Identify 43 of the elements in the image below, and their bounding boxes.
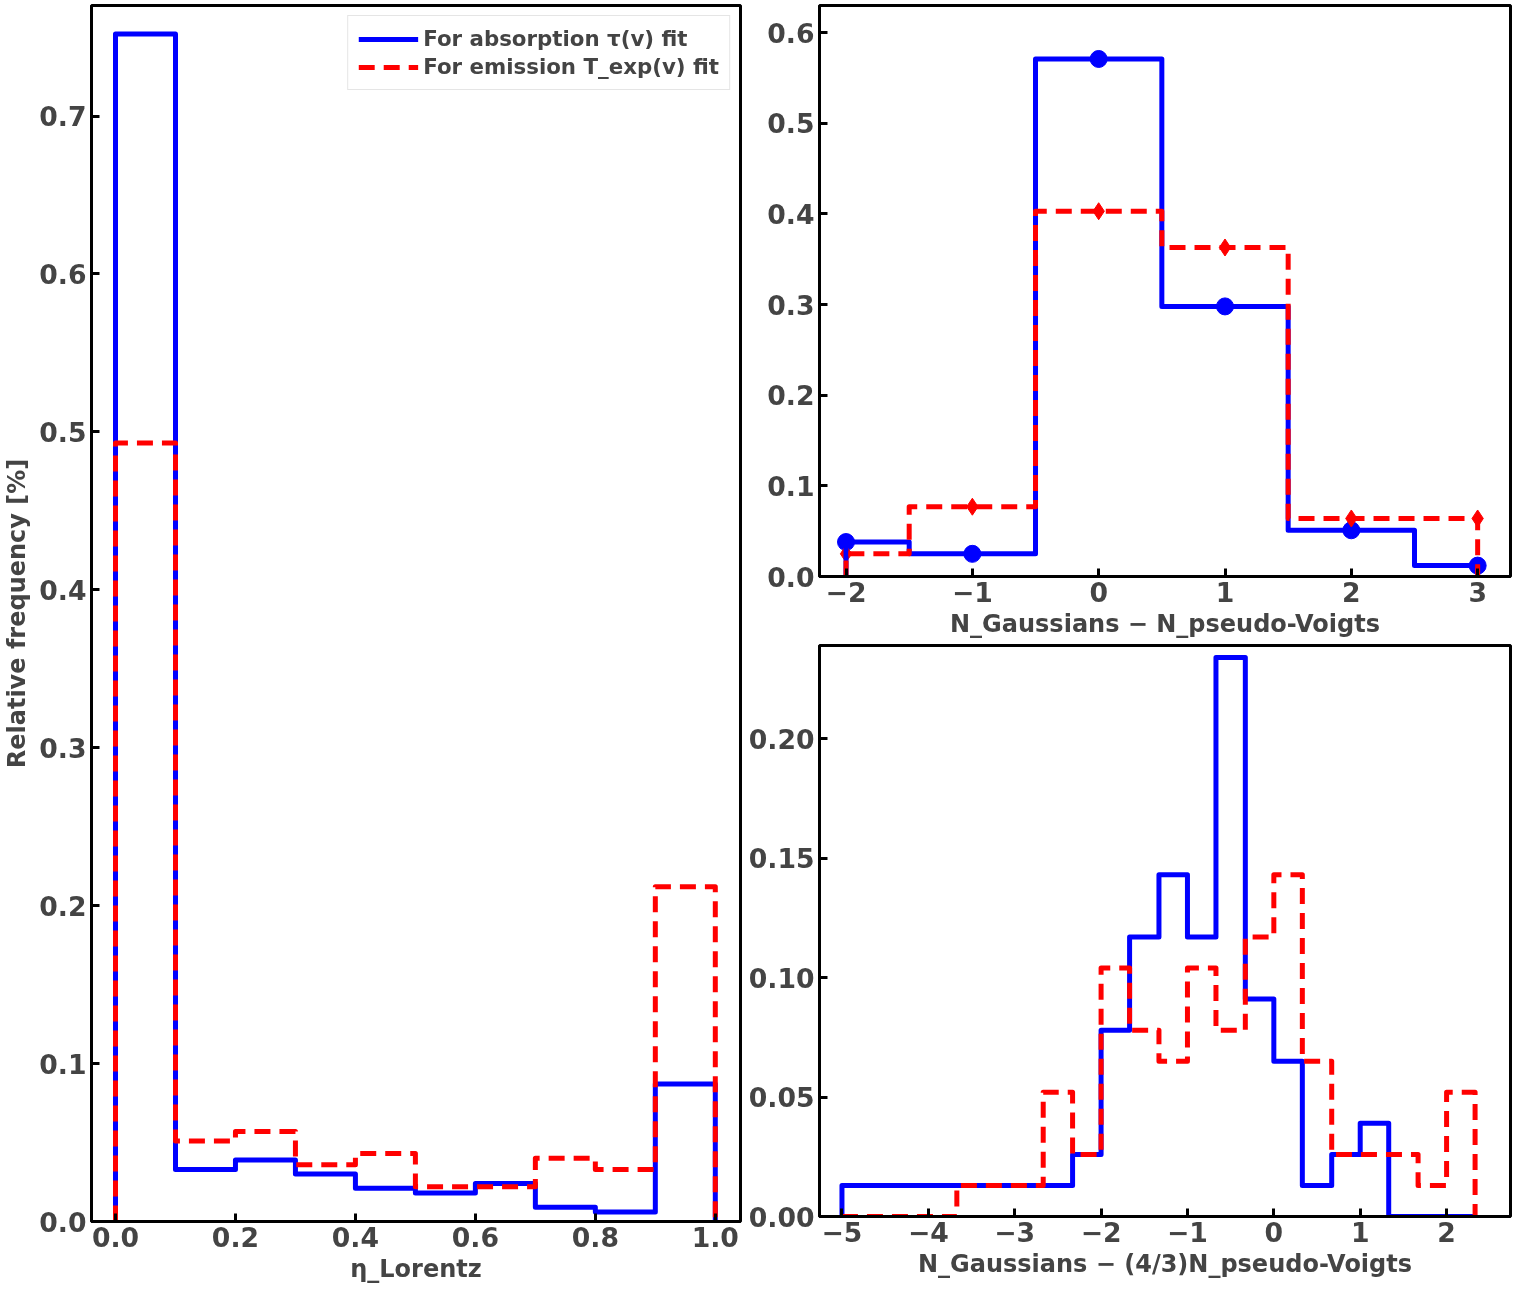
x-tick-label: 0 — [1089, 576, 1108, 608]
x-tick-label: 3 — [1468, 576, 1487, 608]
y-tick-label: 0.2 — [767, 380, 815, 412]
y-tick-label: 0.7 — [39, 101, 87, 133]
x-tick-label: 0.2 — [211, 1221, 260, 1253]
x-axis-title: N_Gaussians − (4/3)N_pseudo-Voigts — [917, 1249, 1413, 1278]
legend-label: For emission T_exp(v) fit — [423, 54, 719, 79]
y-tick-label: 0.3 — [767, 289, 815, 321]
x-axis-title: η_Lorentz — [350, 1254, 482, 1283]
x-tick-label: −1 — [1167, 1216, 1208, 1248]
y-tick-label: 0.5 — [767, 108, 815, 140]
x-tick-label: 2 — [1342, 576, 1361, 608]
x-tick-label: −3 — [994, 1216, 1036, 1248]
y-tick-label: 0.6 — [767, 17, 815, 49]
legend-label: For absorption τ(v) fit — [423, 26, 688, 51]
y-tick-label: 0.1 — [767, 470, 815, 502]
y-tick-label: 0.15 — [748, 843, 815, 875]
x-tick-label: 2 — [1437, 1216, 1456, 1248]
x-tick-label: 0.8 — [571, 1221, 619, 1253]
x-tick-label: 1 — [1350, 1216, 1370, 1248]
x-tick-label: 0.6 — [451, 1221, 500, 1253]
x-tick-label: 1.0 — [691, 1221, 739, 1253]
x-tick-label: 0.0 — [91, 1221, 140, 1253]
x-tick-label: −5 — [821, 1216, 863, 1248]
x-tick-label: 0 — [1264, 1216, 1284, 1248]
y-tick-label: 0.2 — [39, 890, 87, 922]
x-tick-label: 0.4 — [331, 1221, 380, 1253]
y-tick-label: 0.05 — [748, 1082, 815, 1114]
y-tick-label: 0.20 — [748, 723, 815, 755]
x-tick-label: −4 — [907, 1216, 949, 1248]
y-tick-label: 0.10 — [748, 962, 815, 994]
y-tick-label: 0.6 — [39, 258, 87, 290]
x-tick-label: −2 — [1080, 1216, 1122, 1248]
y-tick-label: 0.5 — [39, 416, 87, 448]
y-axis-title: Relative frequency [%] — [3, 458, 32, 769]
x-tick-label: 1 — [1215, 576, 1235, 608]
x-axis-title: N_Gaussians − N_pseudo-Voigts — [950, 609, 1380, 638]
y-tick-label: 0.3 — [39, 732, 87, 764]
x-tick-label: −2 — [825, 576, 867, 608]
y-tick-label: 0.1 — [39, 1048, 87, 1080]
y-tick-label: 0.4 — [767, 198, 815, 230]
y-tick-label: 0.00 — [748, 1201, 815, 1233]
x-tick-label: −1 — [951, 576, 993, 608]
